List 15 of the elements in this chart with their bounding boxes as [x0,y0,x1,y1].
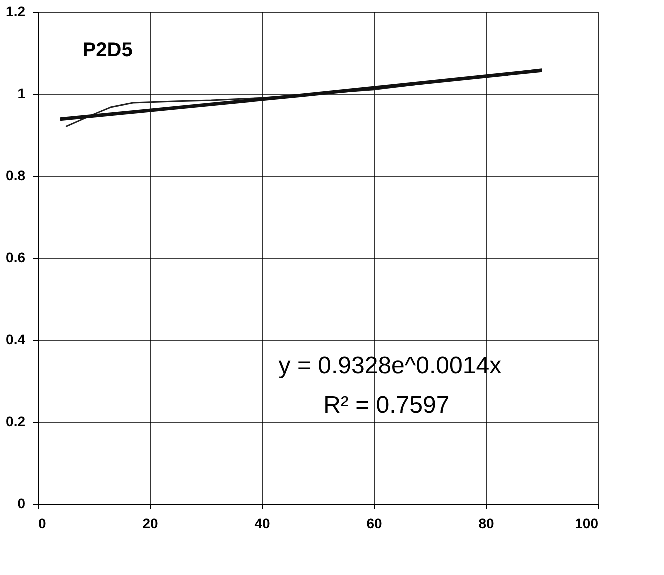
x-tick-label: 20 [142,516,158,532]
y-tick-label: 1.2 [6,4,26,20]
y-tick-label: 0 [18,496,26,512]
y-tick-label: 0.2 [6,414,26,430]
x-tick-label: 0 [38,516,46,532]
annotation: R² = 0.7597 [324,392,450,419]
y-tick-label: 1 [18,86,26,102]
y-tick-label: 0.6 [6,250,26,266]
y-tick-label: 0.4 [6,332,26,348]
y-tick-label: 0.8 [6,168,26,184]
x-tick-label: 60 [366,516,382,532]
annotation: P2D5 [82,39,133,62]
x-tick-label: 80 [478,516,494,532]
x-tick-label: 100 [575,516,599,532]
x-tick-label: 40 [254,516,270,532]
